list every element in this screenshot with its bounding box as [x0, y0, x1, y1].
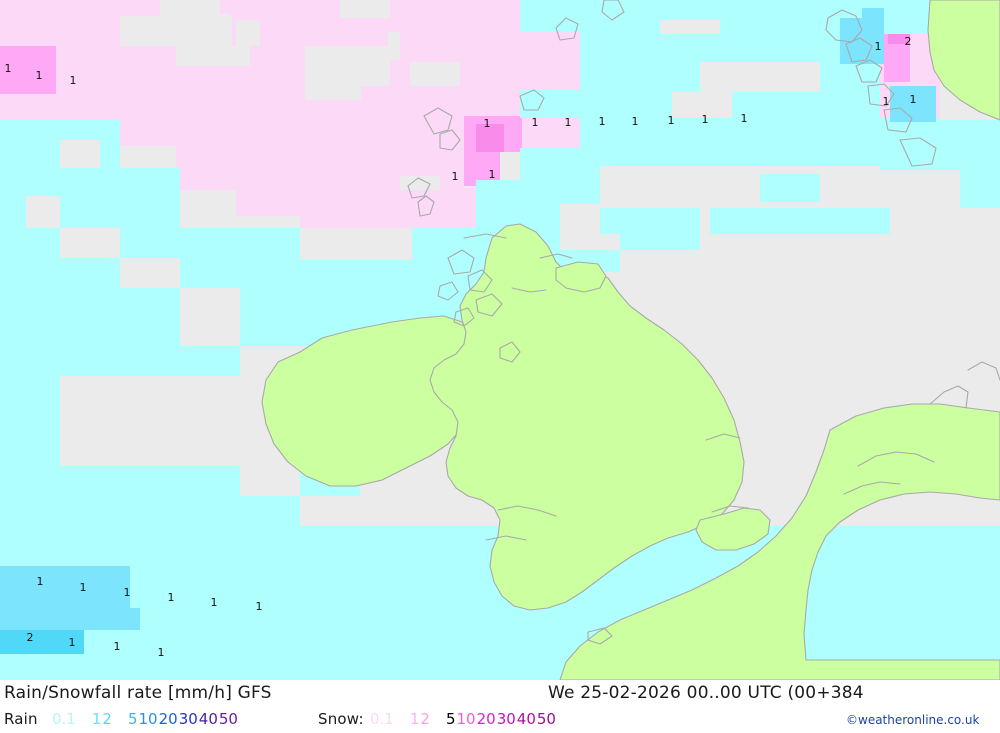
precip-value-label: 1 — [168, 591, 175, 604]
rain-legend-tick: 2 — [102, 710, 112, 728]
precip-value-labels: 1 1 1 1 1 1 1 1 1 1 1 1 1 1 2 1 1 1 1 1 1 1 1 2 1 1 1 — [5, 35, 917, 659]
ne-england-coast — [555, 261, 607, 293]
coastline-detail — [407, 0, 1000, 645]
precip-value-label: 1 — [70, 74, 77, 87]
precip-value-label: 1 — [875, 40, 882, 53]
precip-value-label: 1 — [69, 636, 76, 649]
precip-value-label: 1 — [36, 69, 43, 82]
precip-value-label: 1 — [741, 112, 748, 125]
kent-landmass — [695, 507, 771, 551]
rain-legend-tick: 1 — [91, 710, 102, 728]
model-run-timestamp: We 25-02-2026 00..00 UTC (00+384 — [548, 683, 864, 703]
precip-value-label: 1 — [452, 170, 459, 183]
precip-value-label: 1 — [910, 93, 917, 106]
precip-value-label: 1 — [565, 116, 572, 129]
snow-legend-tick: 0.1 — [370, 710, 394, 728]
precip-value-label: 1 — [37, 575, 44, 588]
precip-value-label: 1 — [114, 640, 121, 653]
precip-value-label: 1 — [211, 596, 218, 609]
ireland-landmass — [261, 315, 473, 487]
precip-value-label: 1 — [702, 113, 709, 126]
footer-title-row: Rain/Snowfall rate [mm/h] GFS We 25-02-2… — [0, 680, 1000, 707]
snow-legend-tick: 5 — [445, 710, 456, 728]
rain-legend-tick: 10 — [138, 710, 158, 728]
precip-value-label: 1 — [883, 95, 890, 108]
rain-legend-tick: 50 — [218, 710, 238, 728]
snow-legend-tick: 10 — [456, 710, 476, 728]
legend-row: Rain 0.1 1 2 5 10 20 30 40 50 Snow: 0.1 1 2 5 10 20 30… — [0, 706, 1000, 733]
landmasses — [261, 0, 1000, 680]
map-footer: Rain/Snowfall rate [mm/h] GFS We 25-02-2… — [0, 680, 1000, 733]
rain-legend-tick: 5 — [127, 710, 138, 728]
snow-legend-label: Snow: — [318, 710, 364, 728]
precip-value-label: 1 — [80, 581, 87, 594]
precip-value-label: 1 — [484, 117, 491, 130]
precip-value-label: 1 — [489, 168, 496, 181]
precip-value-label: 2 — [905, 35, 912, 48]
rain-legend-tick: 0.1 — [52, 710, 76, 728]
precip-value-label: 1 — [5, 62, 12, 75]
precip-value-label: 1 — [599, 115, 606, 128]
precip-value-label: 1 — [632, 115, 639, 128]
norway-landmass — [927, 0, 1000, 121]
precip-value-label: 1 — [532, 116, 539, 129]
rain-legend-tick: 40 — [198, 710, 218, 728]
rain-legend-label: Rain — [4, 710, 38, 728]
snow-legend-tick: 50 — [536, 710, 556, 728]
continental-europe-landmass — [559, 403, 1000, 680]
rain-legend-tick: 20 — [158, 710, 178, 728]
precipitation-map[interactable]: 1 1 1 1 1 1 1 1 1 1 1 1 1 1 2 1 1 1 1 1 1 1 1 2 1 1 1 — [0, 0, 1000, 680]
copyright-notice: ©weatheronline.co.uk — [846, 713, 980, 727]
snow-legend-scale: 0.1 1 2 5 10 20 30 40 50 — [370, 710, 556, 728]
snow-legend-tick: 40 — [516, 710, 536, 728]
page-title: Rain/Snowfall rate [mm/h] GFS — [4, 683, 272, 703]
snow-legend-tick: 30 — [496, 710, 516, 728]
precip-value-label: 1 — [124, 586, 131, 599]
precip-value-label: 1 — [256, 600, 263, 613]
precip-value-label: 1 — [158, 646, 165, 659]
precip-value-label: 2 — [27, 631, 34, 644]
rain-legend-tick: 30 — [178, 710, 198, 728]
great-britain-landmass — [429, 223, 745, 611]
rain-legend-scale: 0.1 1 2 5 10 20 30 40 50 — [52, 710, 238, 728]
map-canvas[interactable]: 1 1 1 1 1 1 1 1 1 1 1 1 1 1 2 1 1 1 1 1 1 1 1 2 1 1 1 — [0, 0, 1000, 680]
snow-legend-tick: 2 — [420, 710, 430, 728]
snow-legend-tick: 1 — [409, 710, 420, 728]
precip-value-label: 1 — [668, 114, 675, 127]
snow-legend-tick: 20 — [476, 710, 496, 728]
